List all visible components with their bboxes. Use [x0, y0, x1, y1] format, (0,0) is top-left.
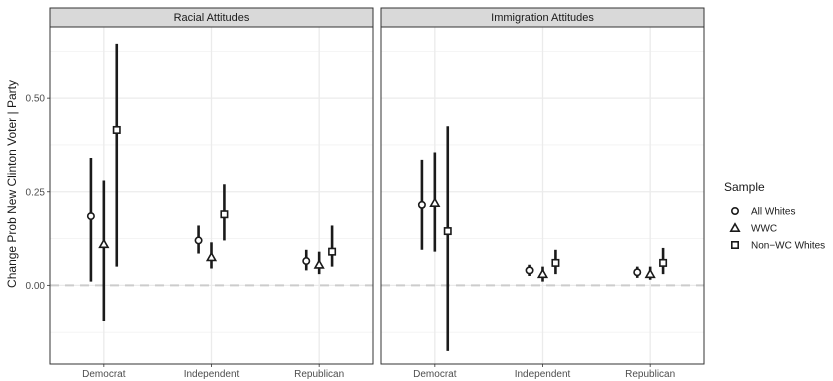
- point-estimate: [98, 238, 110, 249]
- facet-strip-label: Racial Attitudes: [174, 12, 250, 24]
- point-estimate: [633, 268, 642, 277]
- point-estimate: [659, 258, 668, 267]
- point-estimate: [417, 200, 426, 209]
- point-estimate: [220, 210, 229, 219]
- y-tick-label: 0.25: [26, 187, 46, 198]
- legend-label: All Whites: [751, 207, 795, 218]
- facet-strip-label: Immigration Attitudes: [491, 12, 594, 24]
- legend-key: [730, 241, 739, 250]
- y-axis: 0.00 0.25 0.50: [26, 94, 50, 292]
- legend-key: [729, 222, 741, 232]
- point-estimate: [644, 268, 656, 279]
- legend-title: Sample: [724, 180, 765, 194]
- facet-panel: Racial Attitudes Democrat Independent Repub…: [49, 7, 374, 380]
- point-estimate: [112, 125, 121, 134]
- point-estimate: [328, 247, 337, 256]
- x-tick-label: Democrat: [82, 369, 126, 380]
- x-tick-label: Democrat: [413, 369, 457, 380]
- point-estimate: [313, 258, 325, 269]
- point-estimate: [205, 251, 218, 262]
- panels-layer: Racial Attitudes Democrat Independent Repub…: [49, 7, 705, 380]
- y-tick-label: 0.50: [26, 94, 46, 105]
- x-tick-label: Republican: [625, 369, 675, 380]
- point-estimate: [429, 197, 441, 207]
- x-tick-label: Independent: [184, 369, 240, 380]
- legend: Sample All Whites WWC Non−WC Whites: [724, 180, 825, 252]
- point-estimate: [443, 227, 452, 236]
- point-estimate: [551, 258, 560, 267]
- y-tick-label: 0.00: [26, 281, 46, 292]
- legend-key: [730, 207, 739, 216]
- point-estimate: [536, 268, 549, 279]
- point-estimate: [302, 257, 311, 266]
- y-axis-title: Change Prob New Clinton Voter | Party: [5, 80, 19, 288]
- x-tick-label: Republican: [294, 369, 344, 380]
- point-estimate: [194, 236, 203, 245]
- facet-panel: Immigration Attitudes Democrat Independent…: [380, 7, 705, 380]
- x-tick-label: Independent: [515, 369, 571, 380]
- legend-label: Non−WC Whites: [751, 241, 825, 252]
- point-estimate: [86, 212, 95, 221]
- point-estimate: [525, 266, 534, 275]
- legend-label: WWC: [751, 224, 777, 235]
